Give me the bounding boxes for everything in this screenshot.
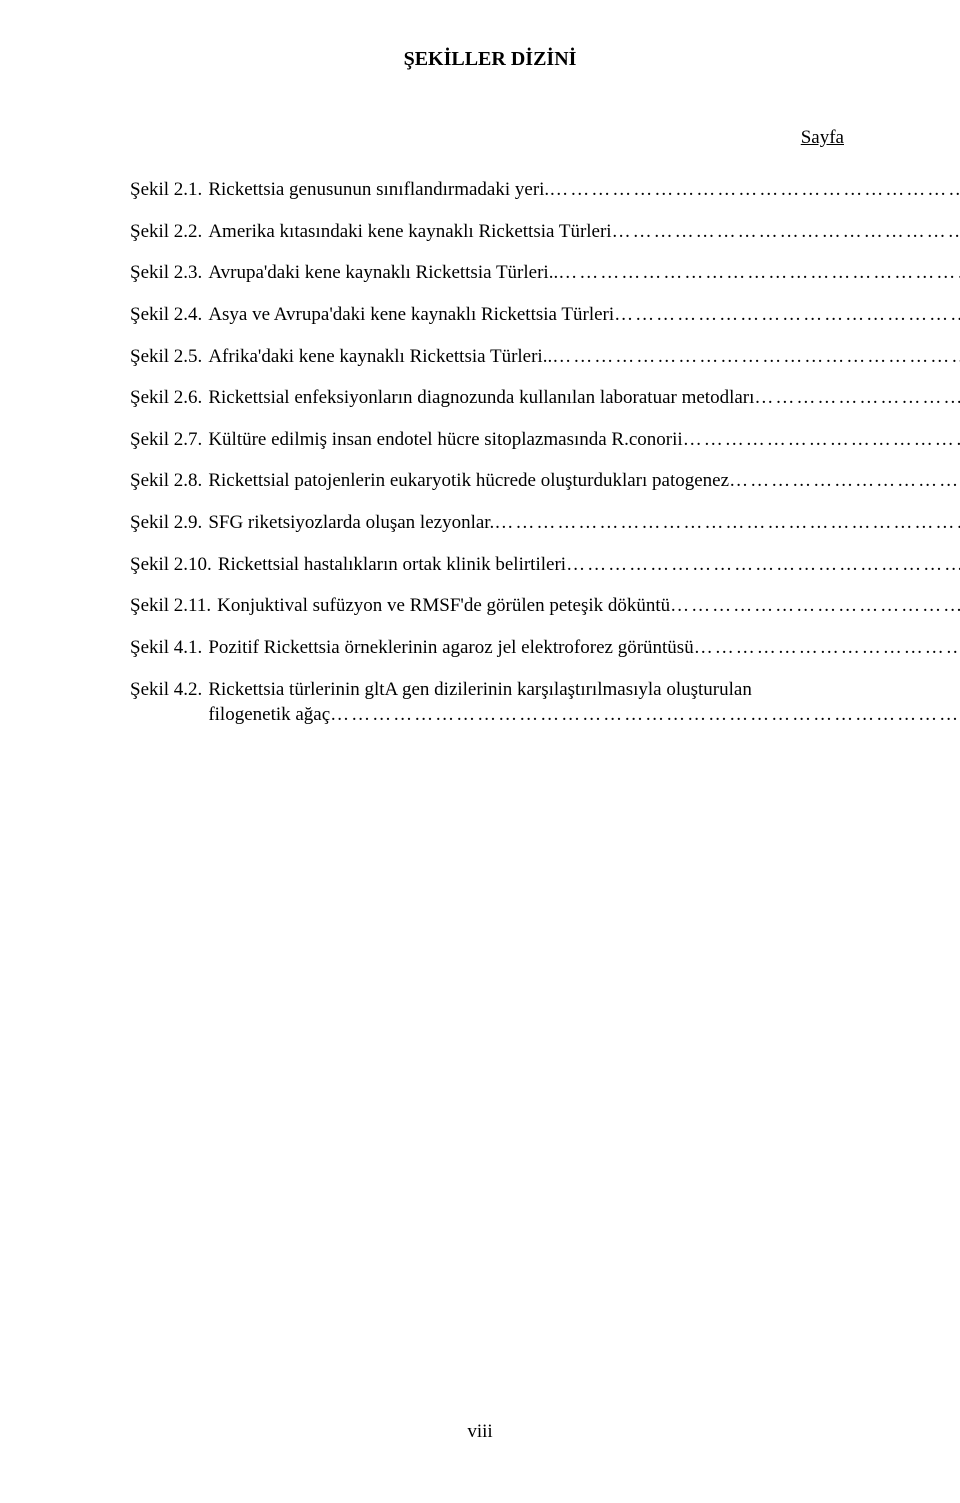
entry-text: Afrika'daki kene kaynaklı Rickettsia Tür…: [208, 344, 552, 370]
entry-body: Avrupa'daki kene kaynaklı Rickettsia Tür…: [208, 260, 960, 286]
list-item: Şekil 2.2.Amerika kıtasındaki kene kayna…: [130, 219, 850, 245]
list-item: Şekil 2.8.Rickettsial patojenlerin eukar…: [130, 468, 850, 494]
list-item: Şekil 2.5.Afrika'daki kene kaynaklı Rick…: [130, 344, 850, 370]
entry-text: SFG riketsiyozlarda oluşan lezyonlar.: [208, 510, 494, 536]
leader-dots: …………………………………………………………………………………………………………: [614, 302, 960, 328]
list-item: Şekil 2.7.Kültüre edilmiş insan endotel …: [130, 427, 850, 453]
entry-text: Rickettsia türlerinin gltA gen dizilerin…: [208, 677, 960, 703]
page-title: ŞEKİLLER DİZİNİ: [130, 48, 850, 71]
entry-text: Konjuktival sufüzyon ve RMSF'de görülen …: [217, 593, 670, 619]
entry-body: Pozitif Rickettsia örneklerinin agaroz j…: [208, 635, 960, 661]
entry-label: Şekil 2.11.: [130, 593, 211, 619]
entry-label: Şekil 2.1.: [130, 177, 202, 203]
entry-text: Rickettsial patojenlerin eukaryotik hücr…: [208, 468, 729, 494]
entry-body: Rickettsia türlerinin gltA gen dizilerin…: [208, 677, 960, 728]
leader-dots: …………………………………………………………………………………………………………: [729, 468, 960, 494]
leader-dots: …………………………………………………………………………………………………………: [670, 593, 960, 619]
entry-body: Rickettsial patojenlerin eukaryotik hücr…: [208, 468, 960, 494]
entry-label: Şekil 2.6.: [130, 385, 202, 411]
leader-dots: …………………………………………………………………………………………………………: [330, 702, 960, 728]
leader-dots: …………………………………………………………………………………………………………: [612, 219, 960, 245]
entry-text: Rickettsial enfeksiyonların diagnozunda …: [208, 385, 754, 411]
page-number: viii: [0, 1421, 960, 1443]
entry-label: Şekil 2.4.: [130, 302, 202, 328]
entry-text: filogenetik ağaç: [208, 702, 330, 728]
entry-body: SFG riketsiyozlarda oluşan lezyonlar.…………: [208, 510, 960, 536]
figure-list: Şekil 2.1.Rickettsia genusunun sınıfland…: [130, 177, 850, 728]
list-item: Şekil 2.4.Asya ve Avrupa'daki kene kayna…: [130, 302, 850, 328]
entry-label: Şekil 2.3.: [130, 260, 202, 286]
entry-text: Asya ve Avrupa'daki kene kaynaklı Ricket…: [208, 302, 614, 328]
leader-dots: …………………………………………………………………………………………………………: [683, 427, 960, 453]
list-item: Şekil 2.9.SFG riketsiyozlarda oluşan lez…: [130, 510, 850, 536]
entry-label: Şekil 2.7.: [130, 427, 202, 453]
list-item: Şekil 2.11.Konjuktival sufüzyon ve RMSF'…: [130, 593, 850, 619]
entry-body: Rickettsia genusunun sınıflandırmadaki y…: [208, 177, 960, 203]
entry-text: Kültüre edilmiş insan endotel hücre sito…: [208, 427, 682, 453]
list-item: Şekil 2.1.Rickettsia genusunun sınıfland…: [130, 177, 850, 203]
list-item: Şekil 4.1.Pozitif Rickettsia örneklerini…: [130, 635, 850, 661]
entry-label: Şekil 4.2.: [130, 677, 202, 703]
entry-body: Rickettsial hastalıkların ortak klinik b…: [218, 552, 960, 578]
entry-text: Pozitif Rickettsia örneklerinin agaroz j…: [208, 635, 693, 661]
entry-text: Avrupa'daki kene kaynaklı Rickettsia Tür…: [208, 260, 558, 286]
list-item: Şekil 2.6.Rickettsial enfeksiyonların di…: [130, 385, 850, 411]
leader-dots: …………………………………………………………………………………………………………: [566, 552, 960, 578]
leader-dots: …………………………………………………………………………………………………………: [694, 635, 960, 661]
entry-text: Rickettsial hastalıkların ortak klinik b…: [218, 552, 566, 578]
entry-label: Şekil 2.8.: [130, 468, 202, 494]
list-item: Şekil 4.2.Rickettsia türlerinin gltA gen…: [130, 677, 850, 728]
entry-label: Şekil 2.5.: [130, 344, 202, 370]
leader-dots: …………………………………………………………………………………………………………: [754, 385, 960, 411]
entry-label: Şekil 4.1.: [130, 635, 202, 661]
entry-body: Amerika kıtasındaki kene kaynaklı Ricket…: [208, 219, 960, 245]
entry-text: Rickettsia genusunun sınıflandırmadaki y…: [208, 177, 549, 203]
entry-body: Kültüre edilmiş insan endotel hücre sito…: [208, 427, 960, 453]
entry-body: Asya ve Avrupa'daki kene kaynaklı Ricket…: [208, 302, 960, 328]
leader-dots: …………………………………………………………………………………………………………: [549, 177, 960, 203]
list-item: Şekil 2.3.Avrupa'daki kene kaynaklı Rick…: [130, 260, 850, 286]
entry-body: Rickettsial enfeksiyonların diagnozunda …: [208, 385, 960, 411]
page-column-label: Sayfa: [130, 127, 850, 149]
entry-label: Şekil 2.10.: [130, 552, 212, 578]
leader-dots: …………………………………………………………………………………………………………: [558, 260, 960, 286]
entry-body: Afrika'daki kene kaynaklı Rickettsia Tür…: [208, 344, 960, 370]
entry-text: Amerika kıtasındaki kene kaynaklı Ricket…: [208, 219, 611, 245]
leader-dots: …………………………………………………………………………………………………………: [552, 344, 960, 370]
list-item: Şekil 2.10.Rickettsial hastalıkların ort…: [130, 552, 850, 578]
leader-dots: …………………………………………………………………………………………………………: [494, 510, 960, 536]
entry-body: Konjuktival sufüzyon ve RMSF'de görülen …: [217, 593, 960, 619]
entry-label: Şekil 2.9.: [130, 510, 202, 536]
entry-label: Şekil 2.2.: [130, 219, 202, 245]
